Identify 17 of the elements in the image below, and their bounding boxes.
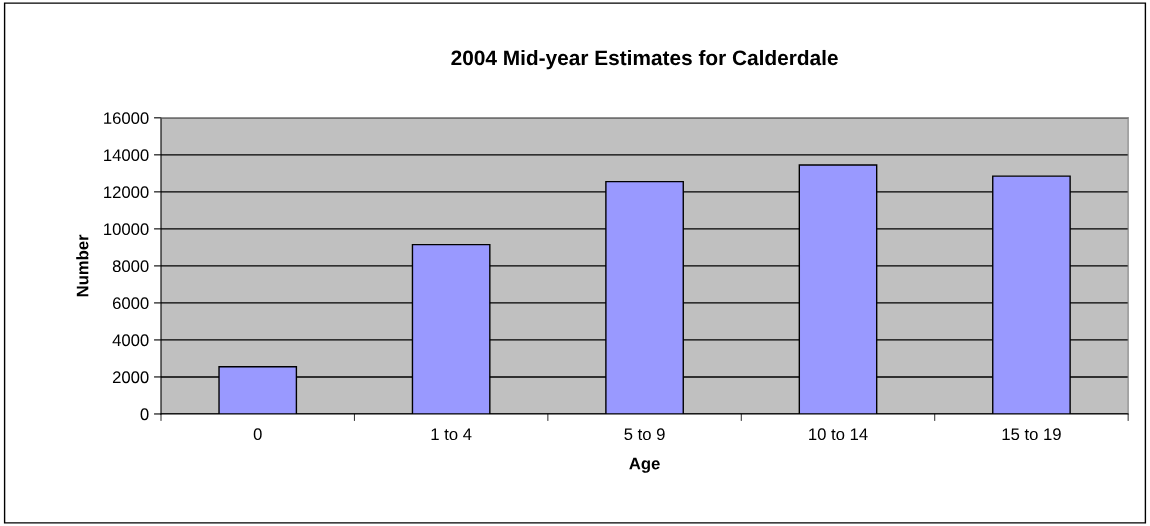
y-tick-label: 16000: [104, 112, 149, 125]
y-tick-label: 12000: [104, 186, 149, 199]
x-tick-label: 15 to 19: [1002, 428, 1061, 441]
y-axis-title: Number: [76, 234, 89, 297]
x-tick-label: 10 to 14: [809, 428, 868, 441]
x-tick-label: 5 to 9: [624, 428, 665, 441]
x-tick-label: 0: [253, 428, 262, 441]
x-tick-label: 1 to 4: [431, 428, 472, 441]
y-tick-label: 6000: [112, 297, 149, 310]
y-tick-label: 8000: [112, 260, 149, 273]
y-tick-label: 10000: [104, 223, 149, 236]
x-axis-title: Age: [629, 457, 660, 473]
y-tick-label: 4000: [112, 334, 149, 347]
y-tick-label: 2000: [112, 371, 149, 384]
y-tick-label: 14000: [104, 149, 149, 162]
chart-title: 2004 Mid-year Estimates for Calderdale: [451, 49, 838, 70]
y-tick-label: 0: [140, 408, 149, 421]
